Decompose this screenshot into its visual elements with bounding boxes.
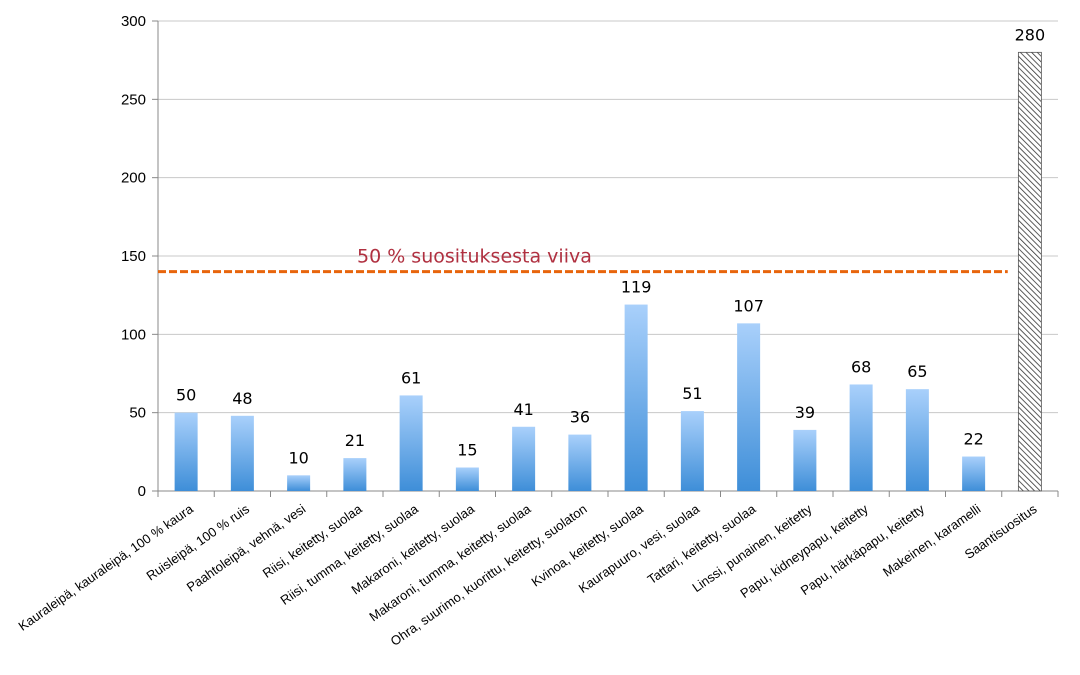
value-label: 48	[232, 389, 252, 408]
bars	[174, 51, 1042, 492]
value-label: 10	[288, 448, 308, 467]
value-label: 36	[570, 408, 590, 427]
value-label: 61	[401, 368, 421, 387]
bar	[512, 426, 536, 491]
y-tick-label: 200	[121, 170, 146, 187]
bar	[287, 475, 311, 491]
value-label: 39	[795, 403, 815, 422]
bar	[455, 467, 479, 491]
y-tick-label: 0	[138, 483, 146, 500]
category-label: Makeinen, karamelli	[880, 501, 983, 580]
value-label: 68	[851, 357, 871, 376]
bar	[905, 389, 929, 491]
value-label: 119	[621, 278, 652, 297]
reference-line-label: 50 % suosituksesta viiva	[357, 246, 592, 268]
value-label: 41	[513, 400, 533, 419]
y-tick-label: 100	[121, 326, 146, 343]
y-tick-label: 300	[121, 13, 146, 30]
value-label: 22	[963, 430, 983, 449]
bar	[174, 412, 198, 491]
bar	[230, 415, 254, 491]
value-label: 51	[682, 384, 702, 403]
bar	[568, 434, 592, 491]
y-tick-label: 50	[129, 405, 146, 422]
value-label: 280	[1015, 25, 1046, 44]
value-label: 15	[457, 441, 477, 460]
value-label: 50	[176, 386, 196, 405]
category-label: Ruisleipä, 100 % ruis	[143, 501, 252, 584]
bar	[680, 411, 704, 491]
bar	[849, 384, 873, 491]
category-labels: Kauraleipä, kauraleipä, 100 % kauraRuisl…	[16, 501, 1040, 649]
bar	[793, 429, 817, 491]
gridlines	[158, 20, 1058, 414]
reference-line-group: 50 % suosituksesta viiva	[158, 246, 1008, 274]
value-label: 65	[907, 362, 927, 381]
bar-saantisuositus	[1017, 51, 1042, 492]
bar	[399, 395, 423, 491]
category-label: Riisi, keitetty, suolaa	[260, 501, 366, 581]
value-labels: 50 48 10 21 61 15 41 36 119 51 107 39 68 65 22 280	[176, 25, 1045, 467]
bar	[624, 304, 648, 491]
bar	[737, 323, 761, 491]
bar	[962, 456, 986, 491]
value-label: 21	[345, 431, 365, 450]
y-tick-label: 250	[121, 91, 146, 108]
bar	[343, 458, 367, 491]
y-tick-label: 150	[121, 248, 146, 265]
value-label: 107	[733, 296, 764, 315]
